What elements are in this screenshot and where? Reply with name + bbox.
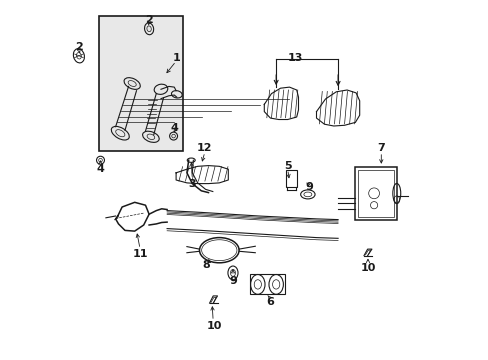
Text: 4: 4 xyxy=(96,164,104,174)
Text: 11: 11 xyxy=(132,249,147,259)
Text: 10: 10 xyxy=(206,321,221,331)
Text: 9: 9 xyxy=(305,182,313,192)
Text: 2: 2 xyxy=(75,42,82,52)
Text: 8: 8 xyxy=(203,260,210,270)
Text: 5: 5 xyxy=(284,161,291,171)
Text: 9: 9 xyxy=(229,276,237,286)
Text: 3: 3 xyxy=(188,179,196,189)
Text: 10: 10 xyxy=(360,263,376,273)
Text: 4: 4 xyxy=(170,123,178,133)
Bar xyxy=(285,170,296,187)
Text: 2: 2 xyxy=(145,15,153,25)
Bar xyxy=(355,167,396,220)
Text: 6: 6 xyxy=(265,297,273,307)
Bar xyxy=(249,274,284,294)
Bar xyxy=(99,16,183,151)
Text: 1: 1 xyxy=(172,53,180,63)
Bar xyxy=(357,170,393,217)
Text: 12: 12 xyxy=(197,143,212,153)
Text: 13: 13 xyxy=(286,53,302,63)
Text: 7: 7 xyxy=(377,143,385,153)
